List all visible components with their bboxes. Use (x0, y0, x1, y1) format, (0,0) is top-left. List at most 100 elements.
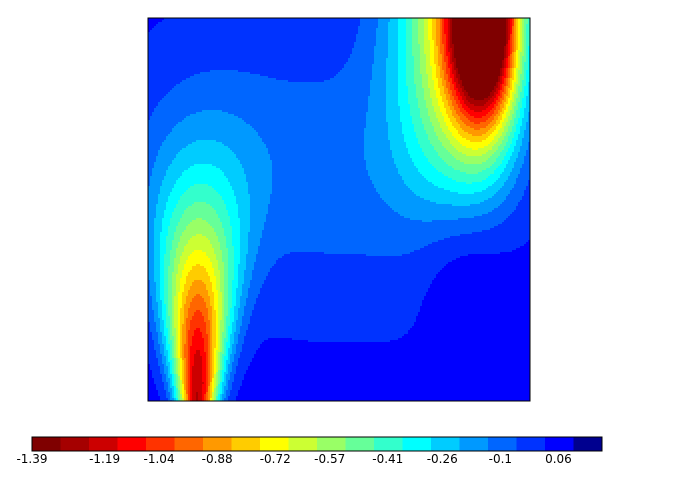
contour-band (148, 28, 153, 31)
contour-band (178, 200, 225, 203)
contour-band (386, 96, 399, 99)
contour-band (450, 96, 455, 99)
contour-band (506, 30, 509, 33)
contour-band (418, 312, 531, 315)
contour-band (436, 116, 445, 119)
contour-band (192, 236, 207, 239)
contour-band (436, 96, 443, 99)
contour-band (202, 336, 209, 339)
contour-band (234, 278, 239, 281)
contour-band (254, 266, 273, 269)
contour-band (448, 26, 451, 29)
contour-band (446, 46, 449, 49)
contour-band (324, 80, 371, 83)
contour-band (388, 32, 399, 35)
contour-band (218, 260, 223, 263)
contour-band (212, 390, 215, 393)
contour-band (148, 250, 155, 253)
contour-band (430, 46, 435, 49)
contour-band (434, 50, 439, 53)
contour-band (480, 202, 503, 205)
contour-band (500, 176, 509, 179)
contour-band (486, 178, 499, 181)
contour-band (524, 34, 527, 37)
contour-band (230, 360, 235, 363)
contour-band (228, 278, 235, 281)
contour-band (398, 90, 409, 93)
contour-band (190, 186, 213, 189)
contour-band (258, 248, 421, 251)
contour-band (436, 150, 449, 153)
contour-band (208, 314, 213, 317)
contour-band (428, 76, 433, 79)
contour-band (172, 394, 175, 397)
contour-band (436, 30, 441, 33)
contour-band (240, 386, 531, 389)
contour-band (194, 354, 201, 357)
contour-band (194, 184, 209, 187)
contour-band (252, 360, 531, 363)
contour-band (164, 176, 181, 179)
contour-band (238, 286, 243, 289)
contour-band (506, 122, 511, 125)
contour-band (498, 78, 501, 81)
contour-band (266, 220, 423, 223)
contour-band (442, 112, 447, 115)
contour-band (498, 148, 505, 151)
contour-band (366, 254, 403, 257)
contour-band (148, 238, 155, 241)
contour-band (426, 100, 433, 103)
contour-band (432, 30, 437, 33)
contour-band (218, 338, 221, 341)
contour-band (414, 68, 421, 71)
contour-band (150, 290, 157, 293)
contour-band (398, 64, 407, 67)
contour-band (148, 374, 153, 377)
contour-band (448, 88, 451, 91)
contour-band (526, 84, 529, 87)
contour-band (494, 92, 499, 95)
contour-band (150, 292, 157, 295)
contour-band (420, 308, 531, 311)
contour-band (442, 130, 451, 133)
contour-band (272, 176, 371, 179)
contour-band (194, 74, 261, 77)
contour-band (500, 112, 505, 115)
contour-band (190, 376, 193, 379)
contour-band (222, 314, 225, 317)
contour-band (458, 218, 507, 221)
contour-band (148, 366, 151, 369)
contour-band (398, 104, 411, 107)
contour-band (526, 58, 529, 61)
contour-band (434, 184, 493, 187)
contour-band (520, 24, 523, 27)
contour-band (218, 308, 223, 311)
contour-band (410, 252, 501, 255)
contour-band (424, 44, 431, 47)
contour-band (366, 118, 387, 121)
contour-band (218, 296, 223, 299)
contour-band (166, 244, 173, 247)
contour-band (496, 90, 499, 93)
contour-band (506, 152, 513, 155)
contour-band (516, 36, 519, 39)
contour-band (180, 376, 183, 379)
contour-band (398, 26, 407, 29)
contour-band (210, 358, 213, 361)
contour-band (390, 144, 407, 147)
contour-band (166, 202, 179, 205)
contour-band (152, 170, 167, 173)
contour-band (260, 344, 531, 347)
contour-band (524, 132, 531, 135)
contour-band (488, 124, 495, 127)
contour-band (528, 56, 531, 59)
contour-band (186, 366, 189, 369)
contour-band (458, 68, 501, 71)
contour-band (194, 362, 203, 365)
contour-band (148, 274, 155, 277)
contour-band (188, 398, 191, 401)
contour-band (148, 304, 153, 307)
contour-band (178, 342, 181, 345)
contour-band (184, 192, 219, 195)
contour-band (526, 74, 531, 77)
